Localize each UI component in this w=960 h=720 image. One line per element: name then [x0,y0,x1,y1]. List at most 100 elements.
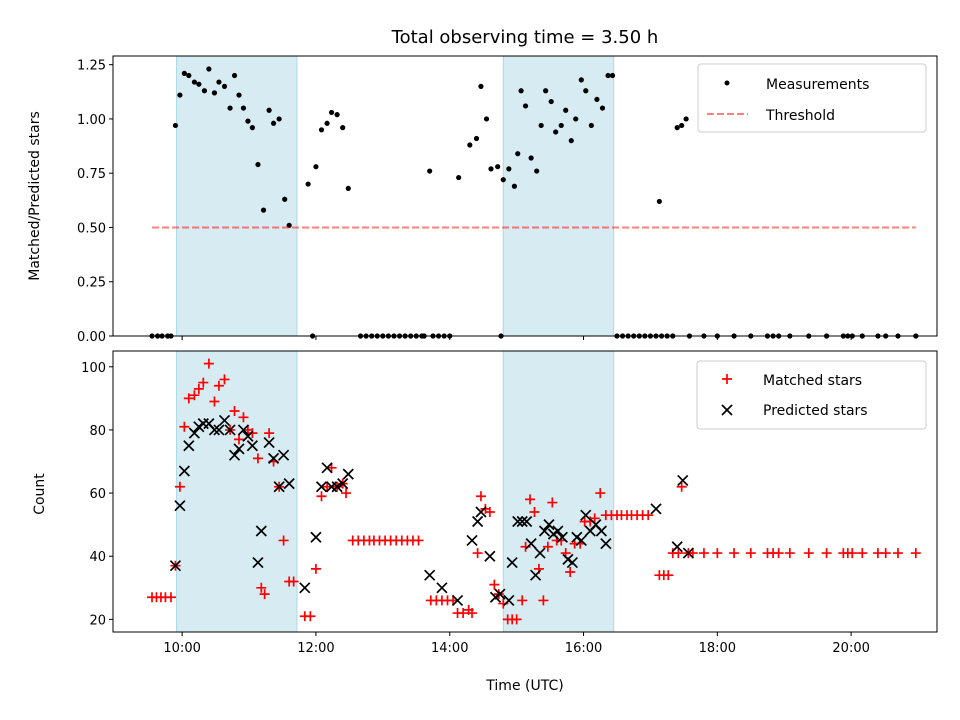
measurement-point [528,155,534,161]
measurement-point [674,125,680,131]
measurement-point [328,109,335,116]
matched-star-point [183,393,194,404]
predicted-star-point [451,594,464,607]
measurement-point [495,164,501,170]
x-tick-label: 12:00 [297,641,334,656]
matched-star-point [673,548,684,559]
predicted-star-point [188,427,200,439]
matched-star-point [310,563,321,574]
predicted-star-point [436,582,448,594]
measurement-point [599,105,606,111]
predicted-star-point [342,468,354,480]
measurement-point [196,81,202,87]
predicted-star-point [534,547,546,559]
y-tick-label: 0.75 [77,167,106,182]
predicted-star-point [521,515,533,528]
matched-star-point [247,428,258,439]
matched-star-point [316,491,327,502]
matched-star-point [229,405,240,416]
measurement-point [511,183,518,189]
matched-star-point [745,548,756,559]
matched-star-point [892,548,903,559]
matched-star-point [821,548,832,559]
matched-star-point [165,592,176,603]
predicted-star-point [283,478,295,490]
measurement-point [186,72,192,79]
matched-star-point [213,380,224,391]
measurement-point [245,118,251,124]
y-tick-label: 1.25 [77,59,106,74]
measurement-point [478,83,484,89]
bottom-y-axis-label: Count [32,473,48,515]
predicted-star-point [174,500,186,512]
y-tick-label: 60 [89,487,106,502]
measurement-point [518,88,524,94]
measurement-point [282,196,288,202]
predicted-star-point [183,440,195,452]
x-tick-label: 10:00 [163,641,200,656]
matched-star-point [525,494,536,505]
measurement-point [588,122,594,129]
measurement-point [427,168,433,174]
predicted-star-point [169,560,182,572]
observation-window-span-1 [176,350,298,633]
x-tick-label: 20:00 [832,641,869,656]
matched-star-point [458,608,469,619]
y-tick-label: 1.00 [77,113,106,128]
measurement-point [231,72,238,79]
matched-star-point [489,579,500,590]
predicted-star-point [552,525,564,537]
matched-star-point [542,541,553,552]
predicted-star-point [424,569,436,581]
matched-star-point [305,611,316,622]
top-y-axis-label: Matched/Predicted stars [27,111,43,281]
matched-star-point [203,358,214,369]
observation-window-span-2 [502,350,615,633]
measurement-point [249,125,255,131]
measurement-point [583,88,589,94]
measurement-point [206,66,212,72]
measurements-legend-label: Measurements [766,77,869,93]
matched-star-point [209,396,220,407]
predicted-star-point [682,547,694,559]
top-chart-title: Total observing time = 3.50 h [391,27,659,48]
y-tick-label: 0.25 [77,276,106,291]
matched-star-point [256,582,267,593]
measurement-point [276,116,282,122]
measurement-point [221,83,228,89]
series-measurements [149,66,919,339]
measurement-point [679,122,685,129]
predicted-star-point [315,481,328,493]
bottom-x-axis-label: Time (UTC) [485,678,563,694]
measurement-point [191,79,197,85]
matched-star-point [803,548,814,559]
matched-star-point [643,510,654,521]
matched-star-point [663,570,674,581]
matched-star-point [233,434,244,445]
x-tick-label: 14:00 [431,641,468,656]
predicted-star-point [595,525,607,537]
predicted-star-point [213,424,225,436]
y-tick-label: 40 [89,550,106,565]
measurement-point [266,107,272,113]
axes-frame [112,55,938,337]
matched-star-point [264,428,275,439]
measurement-point [573,116,579,122]
measurement-point [240,105,247,111]
matched-star-point [341,488,352,499]
matched-star-point [547,497,558,508]
predicted-star-point [321,462,333,474]
measurement-point [594,96,600,103]
matched-star-point [472,548,483,559]
matched-star-point [484,507,495,518]
measurement-point [255,161,261,168]
predicted-star-point [566,556,578,569]
predicted-star-point [503,594,515,607]
measurement-point [522,103,529,109]
matched-star-point [729,548,740,559]
measurement-point [345,185,351,192]
observation-window-span-1 [176,55,298,337]
matched-star-point [676,481,687,492]
matched-star-point [193,383,204,394]
measurement-point [488,166,494,172]
